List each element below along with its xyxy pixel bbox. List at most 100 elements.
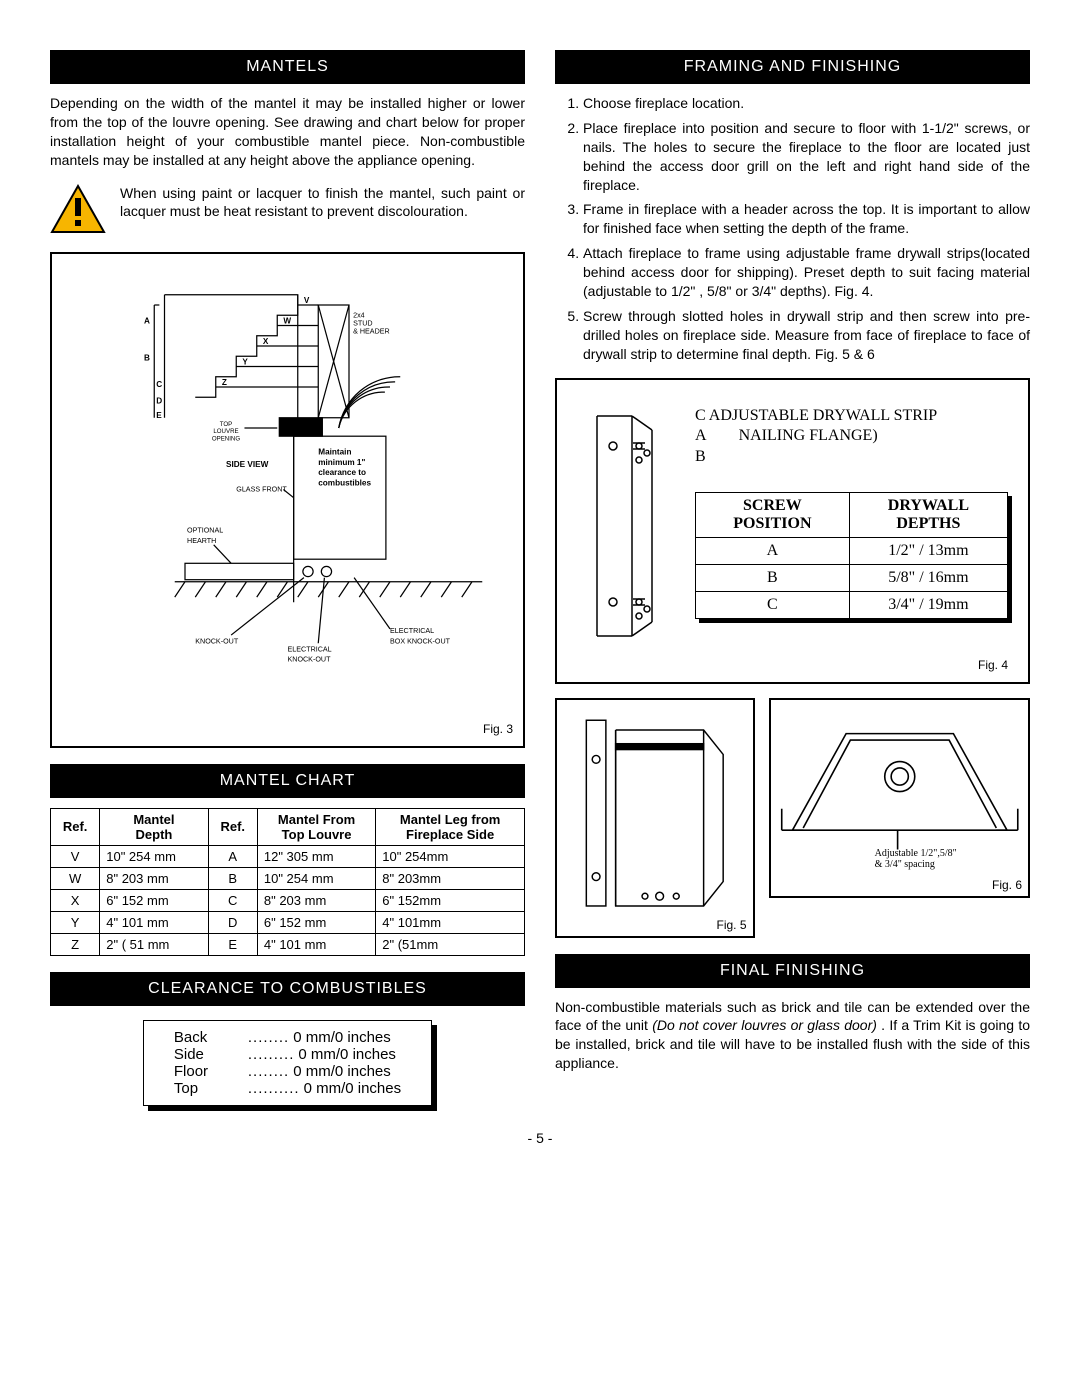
svg-text:X: X [263, 337, 269, 346]
table-cell: B [696, 564, 850, 591]
table-row: Y4" 101 mmD6" 152 mm4" 101mm [51, 911, 525, 933]
warning-paragraph: When using paint or lacquer to finish th… [120, 184, 525, 222]
table-cell: C [208, 889, 257, 911]
fig4-title: C ADJUSTABLE DRYWALL STRIP A NAILING FLA… [695, 406, 1008, 468]
col-depth: MantelDepth [100, 808, 208, 845]
table-cell: 12" 305 mm [257, 845, 375, 867]
table-row: X6" 152 mmC8" 203 mm6" 152mm [51, 889, 525, 911]
table-row: B5/8" / 16mm [696, 564, 1008, 591]
svg-text:Y: Y [242, 357, 248, 366]
svg-text:GLASS FRONT: GLASS FRONT [236, 485, 287, 493]
svg-text:2x4: 2x4 [353, 311, 365, 319]
col-top-louvre: Mantel FromTop Louvre [257, 808, 375, 845]
svg-text:E: E [156, 410, 162, 419]
left-column: MANTELS Depending on the width of the ma… [50, 50, 525, 1106]
table-cell: Y [51, 911, 100, 933]
mantels-header: MANTELS [50, 50, 525, 84]
table-cell: 6" 152 mm [257, 911, 375, 933]
svg-text:D: D [156, 396, 162, 405]
table-cell: 10" 254mm [376, 845, 525, 867]
clearance-row: Floor........0 mm/0 inches [174, 1063, 401, 1080]
figure-3-diagram: V W X Y Z A B C D E 2x4 STUD & HEADER [62, 264, 513, 715]
table-cell: 4" 101mm [376, 911, 525, 933]
table-cell: 3/4" / 19mm [849, 591, 1007, 618]
list-item: Screw through slotted holes in drywall s… [583, 307, 1030, 364]
svg-text:LOUVRE: LOUVRE [213, 428, 238, 435]
figure-3-label: Fig. 3 [62, 722, 513, 736]
svg-text:SIDE VIEW: SIDE VIEW [226, 460, 269, 469]
col-ref2: Ref. [208, 808, 257, 845]
clearance-row: Side.........0 mm/0 inches [174, 1046, 401, 1063]
svg-text:HEARTH: HEARTH [187, 536, 216, 544]
svg-text:KNOCK-OUT: KNOCK-OUT [288, 655, 332, 663]
list-item: Attach fireplace to frame using adjustab… [583, 244, 1030, 301]
svg-text:combustibles: combustibles [318, 478, 371, 487]
svg-text:OPTIONAL: OPTIONAL [187, 526, 223, 534]
clearance-row: Back........0 mm/0 inches [174, 1029, 401, 1046]
table-cell: A [696, 537, 850, 564]
final-finishing-paragraph: Non-combustible materials such as brick … [555, 998, 1030, 1074]
svg-text:STUD: STUD [353, 319, 372, 327]
table-cell: B [208, 867, 257, 889]
warning-row: When using paint or lacquer to finish th… [50, 184, 525, 236]
mantel-chart-header: MANTEL CHART [50, 764, 525, 798]
table-cell: X [51, 889, 100, 911]
figure-3: V W X Y Z A B C D E 2x4 STUD & HEADER [50, 252, 525, 748]
figure-6: Adjustable 1/2",5/8"& 3/4" spacing Fig. … [769, 698, 1031, 898]
svg-text:ELECTRICAL: ELECTRICAL [390, 627, 434, 635]
table-cell: 8" 203 mm [100, 867, 208, 889]
table-cell: 8" 203mm [376, 867, 525, 889]
table-cell: A [208, 845, 257, 867]
svg-text:W: W [283, 316, 291, 325]
col-ref1: Ref. [51, 808, 100, 845]
svg-text:BOX KNOCK-OUT: BOX KNOCK-OUT [390, 637, 451, 645]
svg-text:C: C [156, 380, 162, 389]
table-cell: Z [51, 933, 100, 955]
table-cell: V [51, 845, 100, 867]
table-cell: 2" (51mm [376, 933, 525, 955]
list-item: Frame in fireplace with a header across … [583, 200, 1030, 238]
table-cell: 10" 254 mm [100, 845, 208, 867]
screw-table: SCREWPOSITION DRYWALLDEPTHS A1/2" / 13mm… [695, 492, 1008, 619]
table-row: W8" 203 mmB10" 254 mm8" 203mm [51, 867, 525, 889]
table-cell: 8" 203 mm [257, 889, 375, 911]
clearance-header: CLEARANCE TO COMBUSTIBLES [50, 972, 525, 1006]
table-cell: 4" 101 mm [100, 911, 208, 933]
clearance-row: Top..........0 mm/0 inches [174, 1080, 401, 1097]
figure-6-note: Adjustable 1/2",5/8"& 3/4" spacing [875, 848, 957, 870]
table-cell: 1/2" / 13mm [849, 537, 1007, 564]
svg-text:B: B [144, 353, 150, 362]
figure-4: C ADJUSTABLE DRYWALL STRIP A NAILING FLA… [555, 378, 1030, 684]
svg-text:& HEADER: & HEADER [353, 327, 390, 335]
clearance-box: Back........0 mm/0 inchesSide.........0 … [143, 1020, 432, 1106]
figure-4-label: Fig. 4 [577, 658, 1008, 672]
screw-col2: DRYWALLDEPTHS [849, 492, 1007, 537]
nailing-flange-diagram [577, 406, 677, 646]
table-cell: 5/8" / 16mm [849, 564, 1007, 591]
framing-header: FRAMING AND FINISHING [555, 50, 1030, 84]
figure-5-label: Fig. 5 [716, 918, 746, 932]
table-row: C3/4" / 19mm [696, 591, 1008, 618]
right-column: FRAMING AND FINISHING Choose fireplace l… [555, 50, 1030, 1106]
list-item: Place fireplace into position and secure… [583, 119, 1030, 195]
figure-5: Fig. 5 [555, 698, 755, 938]
final-finishing-header: FINAL FINISHING [555, 954, 1030, 988]
figure-6-label: Fig. 6 [992, 878, 1022, 892]
screw-col1: SCREWPOSITION [696, 492, 850, 537]
svg-text:TOP: TOP [220, 421, 232, 428]
svg-text:KNOCK-OUT: KNOCK-OUT [195, 637, 239, 645]
figures-5-6: Fig. 5 Adjustable 1/2",5/8"& 3/4" spacin… [555, 698, 1030, 938]
svg-text:ELECTRICAL: ELECTRICAL [288, 645, 332, 653]
figure-5-diagram [557, 700, 753, 936]
svg-text:minimum 1": minimum 1" [318, 457, 365, 466]
mantels-paragraph: Depending on the width of the mantel it … [50, 94, 525, 170]
svg-text:Z: Z [222, 378, 227, 387]
svg-text:V: V [304, 296, 310, 305]
table-row: V10" 254 mmA12" 305 mm10" 254mm [51, 845, 525, 867]
col-leg: Mantel Leg fromFireplace Side [376, 808, 525, 845]
list-item: Choose fireplace location. [583, 94, 1030, 113]
table-cell: 6" 152 mm [100, 889, 208, 911]
table-cell: 6" 152mm [376, 889, 525, 911]
table-cell: C [696, 591, 850, 618]
svg-text:Maintain: Maintain [318, 447, 351, 456]
